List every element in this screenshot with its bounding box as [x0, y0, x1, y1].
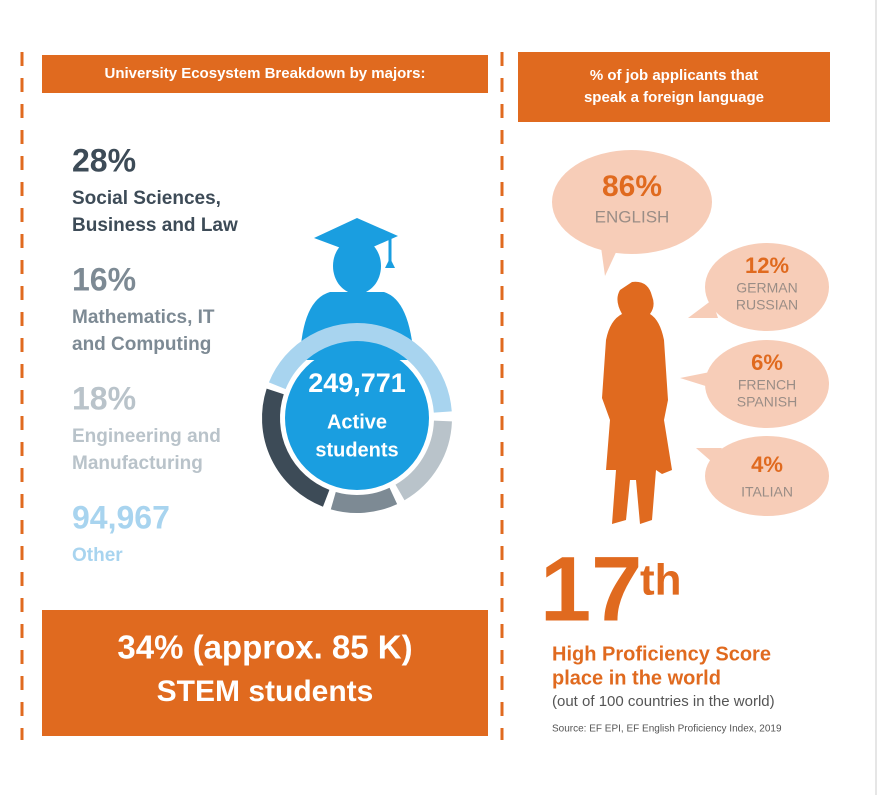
- major-label: Business and Law: [72, 215, 238, 236]
- bubble-label: FRENCH: [738, 377, 796, 393]
- icon-body: [285, 346, 429, 490]
- bubble-value: 12%: [745, 253, 789, 278]
- major-value: 18%: [72, 380, 136, 416]
- bubble-label: SPANISH: [737, 394, 797, 410]
- header-title: University Ecosystem Breakdown by majors…: [105, 65, 426, 82]
- major-value: 28%: [72, 142, 136, 178]
- ring: [262, 323, 452, 513]
- bubble-label: ITALIAN: [741, 484, 793, 500]
- bubble-value: 4%: [751, 452, 783, 477]
- rank-suffix: th: [640, 556, 682, 605]
- center-label: students: [315, 439, 398, 461]
- stem-text: STEM students: [157, 675, 374, 708]
- major-label: Mathematics, IT: [72, 307, 215, 328]
- score-text: place in the world: [552, 667, 721, 689]
- bubble-label: ENGLISH: [595, 207, 670, 226]
- majors-list: 28% Social Sciences, Business and Law 16% Ma…: [72, 142, 238, 566]
- major-label: Engineering and: [72, 426, 221, 447]
- bubble: [705, 243, 829, 331]
- major-label: Manufacturing: [72, 453, 203, 474]
- header-title: % of job applicants that: [590, 67, 758, 84]
- score-text: High Proficiency Score: [552, 643, 771, 665]
- center-value: 249,771: [308, 368, 406, 398]
- icon-tassel-end: [385, 258, 395, 268]
- major-label: Other: [72, 545, 123, 566]
- bubble: [552, 150, 712, 254]
- icon-cap: [314, 218, 398, 254]
- stem-box: [42, 610, 488, 736]
- bubble: [705, 340, 829, 428]
- header-bar: [42, 55, 488, 93]
- ring-segment: [330, 487, 398, 513]
- header-title: speak a foreign language: [584, 89, 764, 106]
- rank-number: 17: [540, 538, 642, 640]
- center-label: Active: [327, 411, 387, 433]
- major-label: and Computing: [72, 334, 211, 355]
- ring-segment: [268, 323, 452, 413]
- note: (out of 100 countries in the world): [552, 693, 775, 710]
- bubble-label: RUSSIAN: [736, 297, 798, 313]
- bubble-value: 86%: [602, 170, 662, 203]
- stem-text: 34% (approx. 85 K): [117, 629, 412, 666]
- source: Source: EF EPI, EF English Proficiency I…: [552, 724, 782, 735]
- ring-segment: [395, 420, 452, 501]
- bubble-tail: [680, 372, 712, 388]
- bubble: [705, 436, 829, 516]
- bubble-label: GERMAN: [736, 280, 797, 296]
- ring-segment: [262, 388, 330, 507]
- header-bar: [518, 52, 830, 122]
- major-label: Social Sciences,: [72, 188, 221, 209]
- major-value: 16%: [72, 261, 136, 297]
- major-value: 94,967: [72, 499, 170, 535]
- bubble-tail: [696, 448, 722, 462]
- woman-silhouette: [602, 281, 672, 524]
- bubble-value: 6%: [751, 350, 783, 375]
- icon-head: [333, 238, 381, 294]
